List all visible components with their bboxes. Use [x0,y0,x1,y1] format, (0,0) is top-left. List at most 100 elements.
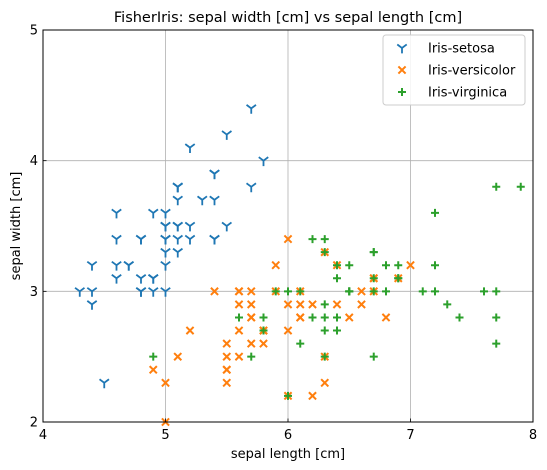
data-point [369,274,378,283]
data-point [369,248,378,257]
data-point [258,156,269,167]
data-point [259,326,268,335]
data-point [357,287,366,296]
data-point [492,313,501,322]
data-point [308,300,317,309]
data-point [160,260,171,271]
data-point [147,208,159,219]
data-point [431,208,439,217]
data-point [271,287,280,296]
data-point [283,234,293,244]
data-point [111,274,122,284]
data-point [320,313,329,322]
data-point [381,313,391,322]
data-point [221,221,233,232]
data-point [320,326,329,335]
x-axis-label: sepal length [cm] [231,447,345,462]
data-point [111,260,122,271]
data-point [246,313,256,322]
legend-marker-icon [398,88,406,96]
y-axis-label: sepal width [cm] [9,172,24,281]
data-point [172,182,184,193]
data-point [344,313,354,322]
data-point [209,169,220,180]
data-point [283,300,293,309]
data-point [308,235,317,244]
data-point [160,221,171,232]
data-point [357,300,366,309]
data-point [111,234,122,245]
data-point [345,261,354,270]
legend: Iris-setosa Iris-versicolor Iris-virginica [382,34,526,106]
data-point [172,247,184,258]
data-point [209,234,220,245]
data-point [147,274,159,284]
x-tick-label: 5 [161,428,169,443]
data-point [135,274,147,284]
data-point [333,326,341,335]
data-point [516,182,525,191]
data-point [284,287,292,296]
data-point [148,365,158,375]
data-point [455,313,464,322]
data-point [296,339,305,348]
series-iris-versicolor [148,234,415,427]
y-tick-label: 4 [30,154,38,169]
data-points [74,104,525,427]
data-point [320,378,330,388]
data-point [394,261,403,270]
x-tick-label: 7 [406,428,414,443]
data-point [221,130,233,140]
data-point [160,208,171,219]
chart-title: FisherIris: sepal width [cm] vs sepal le… [114,10,462,26]
data-point [406,260,415,270]
data-point [382,261,390,270]
data-point [184,143,196,153]
data-point [443,300,452,309]
data-point [259,339,268,348]
data-point [184,234,196,245]
y-tick-label: 5 [30,24,38,39]
data-point [161,378,170,388]
data-point [320,248,329,257]
data-point [210,287,219,296]
data-point [492,287,501,296]
data-point [480,287,488,296]
y-tick-label: 3 [30,285,38,300]
data-point [160,234,171,245]
data-point [135,287,147,297]
data-point [86,300,98,310]
legend-entry-label: Iris-setosa [428,42,495,57]
data-point [234,352,244,361]
axis-ticks: 4 5 6 7 8 2 3 4 5 [30,24,537,444]
data-point [369,352,378,361]
data-point [246,339,256,348]
data-point [308,391,317,401]
data-point [185,326,195,335]
data-point [333,313,341,322]
data-point [320,235,329,244]
legend-entry-label: Iris-virginica [428,86,507,101]
legend-frame [382,34,526,106]
data-point [333,261,341,270]
data-point [160,287,171,297]
data-point [295,313,305,322]
data-point [245,104,257,114]
data-point [333,274,341,283]
data-point [320,300,329,309]
legend-marker-icon [397,65,407,75]
data-point [247,352,256,361]
data-point [222,352,232,361]
data-point [111,208,122,219]
data-point [123,260,135,271]
data-point [86,260,98,271]
data-point [296,287,305,296]
data-point [98,378,110,389]
data-point [492,339,501,348]
data-point [382,287,390,296]
data-point [246,300,256,309]
data-point [271,260,281,270]
data-point [222,365,232,375]
data-point [320,352,329,361]
